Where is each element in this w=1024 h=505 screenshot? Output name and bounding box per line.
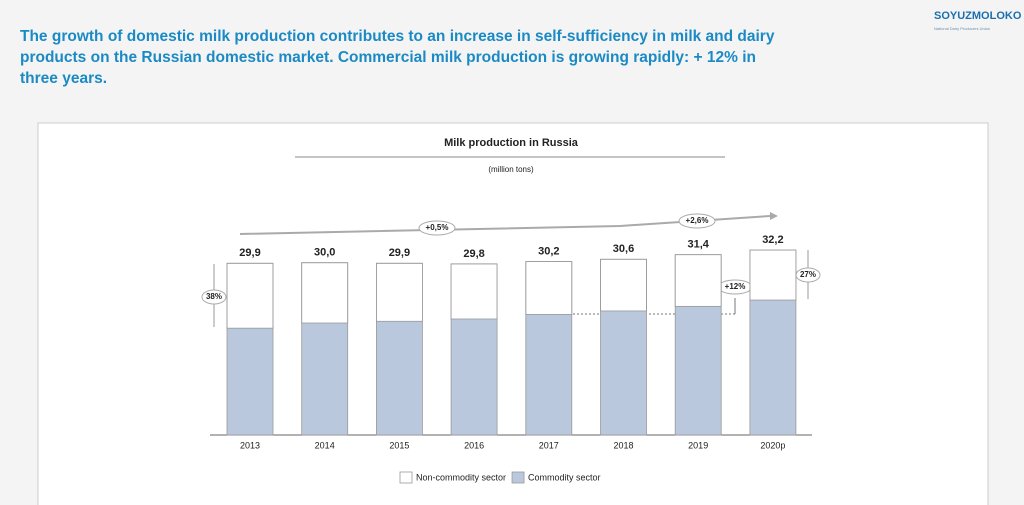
- bar-segment: [227, 328, 273, 435]
- chart-title: Milk production in Russia: [444, 137, 579, 149]
- bar-segment: [301, 323, 348, 435]
- arrow-head: [770, 212, 778, 220]
- legend-swatch: [399, 471, 413, 484]
- bar-segment: [525, 261, 573, 315]
- bar-total: [226, 262, 274, 436]
- x-tick-label: 2015: [389, 440, 409, 450]
- x-tick-label: 2013: [240, 440, 260, 450]
- bar-segment: [749, 300, 796, 435]
- bar-total: [600, 258, 647, 436]
- logo-subtitle: National Dairy Producers Union: [934, 26, 991, 31]
- badge: [201, 289, 227, 305]
- bar-segment: [451, 318, 498, 435]
- annotation: 38%: [206, 292, 222, 301]
- logo: SOYUZMOLOKO: [934, 10, 1022, 22]
- total-label: 29,9: [239, 247, 260, 259]
- total-label: 30,0: [314, 247, 335, 259]
- headline: The growth of domestic milk production c…: [20, 28, 775, 87]
- bar-total: [525, 261, 573, 436]
- bar-total: [375, 262, 423, 436]
- x-tick-label: 2014: [315, 440, 335, 450]
- annotation: 27%: [800, 270, 816, 279]
- x-tick-label: 2020p: [760, 440, 785, 450]
- total-label: 29,9: [389, 247, 410, 259]
- badge: [418, 220, 456, 236]
- bar-segment: [674, 254, 722, 307]
- bar-segment: [376, 321, 423, 435]
- legend-label: Commodity sector: [528, 472, 601, 482]
- x-tick-label: 2019: [688, 440, 708, 450]
- bar-segment: [600, 310, 647, 435]
- bar-segment: [226, 262, 274, 329]
- bar-segment: [375, 262, 423, 322]
- bar-segment: [301, 262, 349, 324]
- total-label: 31,4: [687, 239, 709, 251]
- x-tick-label: 2018: [613, 440, 633, 450]
- bar-segment: [749, 249, 797, 301]
- bar-segment: [600, 258, 647, 312]
- annotation: +0,5%: [426, 223, 449, 232]
- bar-total: [674, 254, 722, 436]
- trend-arrow: [239, 215, 771, 235]
- bar-segment: [675, 306, 722, 435]
- total-label: 29,8: [463, 248, 484, 260]
- total-label: 32,2: [762, 234, 783, 246]
- bar-segment: [525, 314, 572, 435]
- annotation: +2,6%: [686, 216, 709, 225]
- bar-total: [749, 249, 797, 436]
- chart-frame: [37, 122, 989, 505]
- badge: [678, 213, 716, 229]
- total-label: 30,6: [613, 243, 634, 255]
- chart-subtitle: (million tons): [488, 165, 534, 174]
- bar-total: [301, 262, 349, 436]
- x-tick-label: 2017: [539, 440, 559, 450]
- x-tick-label: 2016: [464, 440, 484, 450]
- bar-total: [450, 263, 498, 436]
- total-label: 30,2: [538, 245, 559, 257]
- bar-segment: [450, 263, 498, 320]
- annotation: +12%: [725, 282, 746, 291]
- legend-swatch: [511, 471, 525, 484]
- legend-label: Non-commodity sector: [416, 472, 506, 482]
